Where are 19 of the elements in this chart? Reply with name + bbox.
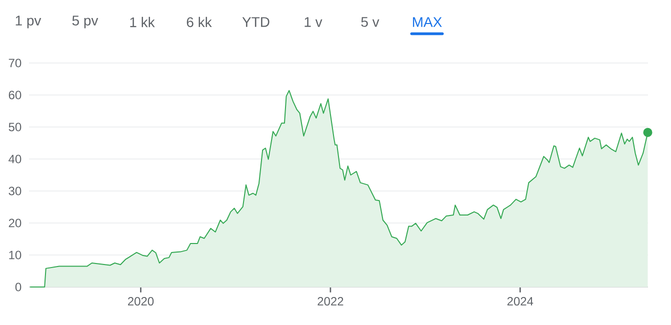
y-tick-label: 20	[8, 218, 22, 228]
text: 1 v	[304, 17, 322, 27]
text: YTD	[242, 17, 270, 27]
y-tick-label: 10	[9, 250, 22, 260]
text: 6 kk	[186, 16, 212, 28]
y-tick-label: 60	[8, 90, 22, 100]
x-tick-label: 2024	[507, 297, 534, 306]
text: 1 kk	[130, 16, 155, 28]
text: 5 pv	[72, 16, 98, 28]
y-tick-label: 50	[8, 122, 22, 132]
x-tick-label: 2020	[128, 297, 154, 306]
y-tick-label: 40	[8, 154, 22, 164]
text: 1 pv	[16, 16, 42, 28]
text: 5 v	[361, 17, 380, 27]
y-tick-label: 30	[8, 186, 22, 196]
y-tick-label: 70	[8, 58, 22, 68]
text: MAX	[412, 17, 442, 27]
y-tick-label: 0	[15, 282, 22, 292]
x-tick-label: 2022	[318, 297, 344, 306]
